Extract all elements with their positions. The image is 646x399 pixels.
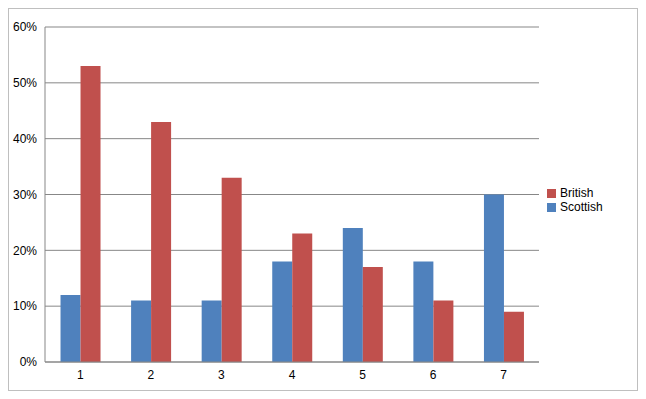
- svg-text:30%: 30%: [13, 188, 37, 202]
- svg-text:5: 5: [359, 368, 366, 382]
- svg-text:7: 7: [500, 368, 507, 382]
- svg-text:40%: 40%: [13, 132, 37, 146]
- svg-text:3: 3: [218, 368, 225, 382]
- svg-text:20%: 20%: [13, 244, 37, 258]
- html-text:British: British: [560, 185, 594, 200]
- html-text:Scottish: Scottish: [560, 199, 603, 214]
- svg-text:1: 1: [77, 368, 84, 382]
- svg-text:4: 4: [289, 368, 296, 382]
- svg-text:6: 6: [430, 368, 437, 382]
- svg-text:60%: 60%: [13, 20, 37, 34]
- svg-text:50%: 50%: [13, 76, 37, 90]
- svg-text:0%: 0%: [20, 355, 38, 369]
- svg-text:10%: 10%: [13, 299, 37, 313]
- svg-text:2: 2: [148, 368, 155, 382]
